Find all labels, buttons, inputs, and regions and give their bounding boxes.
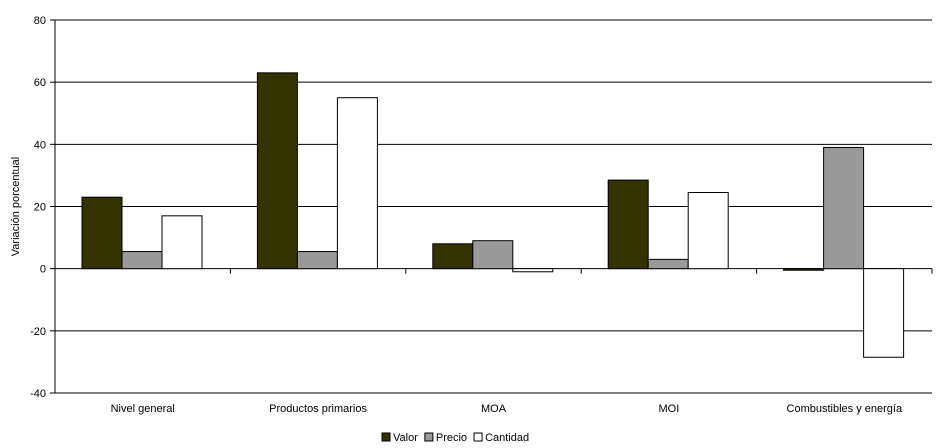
- bar-precio-4: [823, 146, 865, 270]
- axes: [50, 19, 933, 394]
- bar-valor-4: [783, 268, 825, 271]
- y-tick-label: 40: [34, 139, 46, 151]
- x-tick-label: MOI: [659, 403, 680, 415]
- y-axis-label: Variación porcentual: [10, 157, 22, 256]
- y-tick-label: 0: [40, 264, 46, 276]
- y-tick-label: 80: [34, 15, 46, 27]
- bar-precio-3: [647, 258, 689, 270]
- bar-cantidad-2: [512, 268, 554, 273]
- x-tick-labels: Nivel general Productos primarios MOA MOI Co…: [111, 403, 903, 415]
- bar-cantidad-1: [336, 97, 378, 270]
- x-tick-label: Productos primarios: [269, 403, 367, 415]
- legend-swatch-precio: [424, 432, 434, 442]
- bar-precio-2: [472, 240, 514, 270]
- bar-valor-1: [256, 72, 298, 270]
- gridlines: [55, 19, 932, 332]
- y-tick-label: 20: [34, 202, 46, 214]
- legend-label-valor: Valor: [393, 432, 418, 444]
- y-tick-label: -20: [30, 326, 46, 338]
- y-tick-label: 60: [34, 77, 46, 89]
- bar-cantidad-0: [161, 215, 203, 270]
- legend-swatch-cantidad: [473, 432, 483, 442]
- bar-valor-0: [81, 196, 123, 270]
- y-tick-labels: -40 -20 0 20 40 60 80: [30, 15, 46, 400]
- legend-label-cantidad: Cantidad: [485, 432, 529, 444]
- bar-precio-0: [121, 251, 163, 270]
- x-tick-label: Nivel general: [111, 403, 175, 415]
- bar-cantidad-3: [687, 192, 729, 270]
- y-tick-label: -40: [30, 388, 46, 400]
- legend: Valor Precio Cantidad: [381, 432, 529, 444]
- bar-cantidad-4: [863, 268, 905, 358]
- legend-label-precio: Precio: [436, 432, 467, 444]
- x-tick-label: Combustibles y energía: [787, 403, 903, 415]
- bar-precio-1: [296, 251, 338, 270]
- bars: [81, 72, 905, 358]
- x-tick-label: MOA: [481, 403, 507, 415]
- bar-valor-2: [432, 243, 474, 270]
- legend-swatch-valor: [381, 432, 391, 442]
- bar-valor-3: [607, 179, 649, 270]
